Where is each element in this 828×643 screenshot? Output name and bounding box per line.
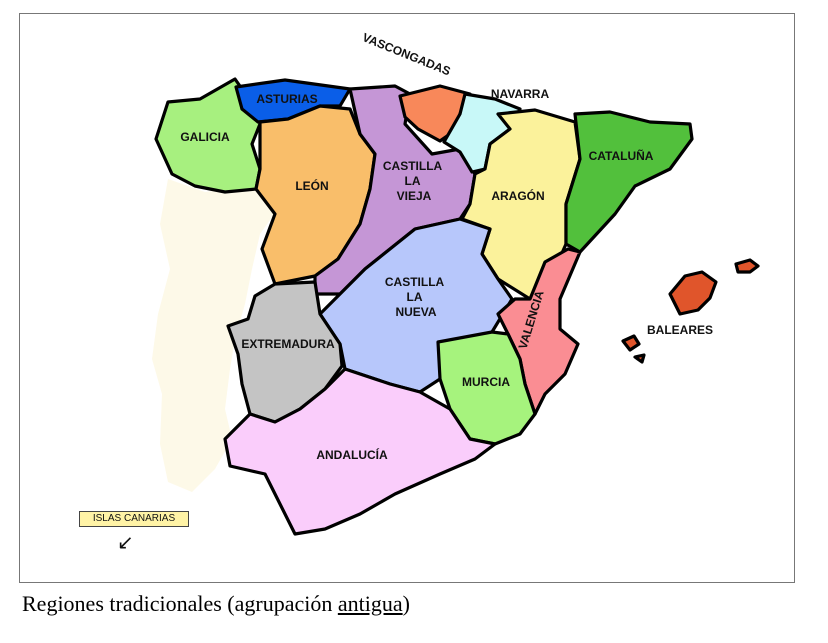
label-castilla-vieja-1: CASTILLA	[383, 159, 443, 173]
region-baleares-ibiza[interactable]	[621, 334, 641, 352]
map-caption: Regiones tradicionales (agrupación antig…	[22, 591, 410, 617]
caption-text: Regiones tradicionales (agrupación	[22, 591, 338, 616]
label-vascongadas: VASCONGADAS	[360, 30, 452, 78]
label-castilla-vieja-3: VIEJA	[397, 189, 432, 203]
region-valencia[interactable]	[496, 247, 582, 416]
label-castilla-nueva-2: LA	[407, 290, 423, 304]
spain-map: GALICIA ASTURIAS VASCONGADAS NAVARRA LEÓ…	[152, 30, 760, 536]
label-andalucia: ANDALUCÍA	[316, 447, 388, 462]
label-leon: LEÓN	[295, 178, 328, 193]
region-galicia[interactable]	[154, 77, 264, 194]
region-murcia[interactable]	[436, 330, 537, 446]
label-castilla-vieja-2: LA	[405, 174, 421, 188]
region-castilla-nueva[interactable]	[318, 217, 514, 394]
label-galicia: GALICIA	[180, 130, 230, 144]
region-cataluna[interactable]	[564, 110, 694, 254]
islas-canarias-label: ISLAS CANARIAS	[79, 511, 189, 527]
label-aragon: ARAGÓN	[491, 188, 544, 203]
label-castilla-nueva-3: NUEVA	[395, 305, 436, 319]
label-extremadura: EXTREMADURA	[241, 337, 335, 351]
label-castilla-nueva: CASTILLA LA NUEVA	[385, 275, 447, 319]
region-baleares-formentera[interactable]	[633, 353, 646, 364]
map-frame: GALICIA ASTURIAS VASCONGADAS NAVARRA LEÓ…	[19, 13, 795, 583]
label-baleares: BALEARES	[647, 323, 713, 337]
canarias-arrow-icon: ↙	[117, 530, 134, 554]
label-asturias: ASTURIAS	[256, 92, 317, 106]
portugal-shape	[152, 179, 280, 492]
region-andalucia[interactable]	[223, 367, 497, 536]
label-castilla-nueva-1: CASTILLA	[385, 275, 445, 289]
region-baleares-menorca[interactable]	[734, 258, 760, 274]
label-navarra: NAVARRA	[491, 87, 550, 101]
caption-underlined: antigua	[337, 591, 403, 616]
label-castilla-vieja: CASTILLA LA VIEJA	[383, 159, 445, 203]
label-cataluna: CATALUÑA	[589, 148, 654, 163]
label-murcia: MURCIA	[462, 375, 510, 389]
region-baleares-mallorca[interactable]	[668, 270, 718, 316]
caption-end: )	[402, 591, 410, 616]
